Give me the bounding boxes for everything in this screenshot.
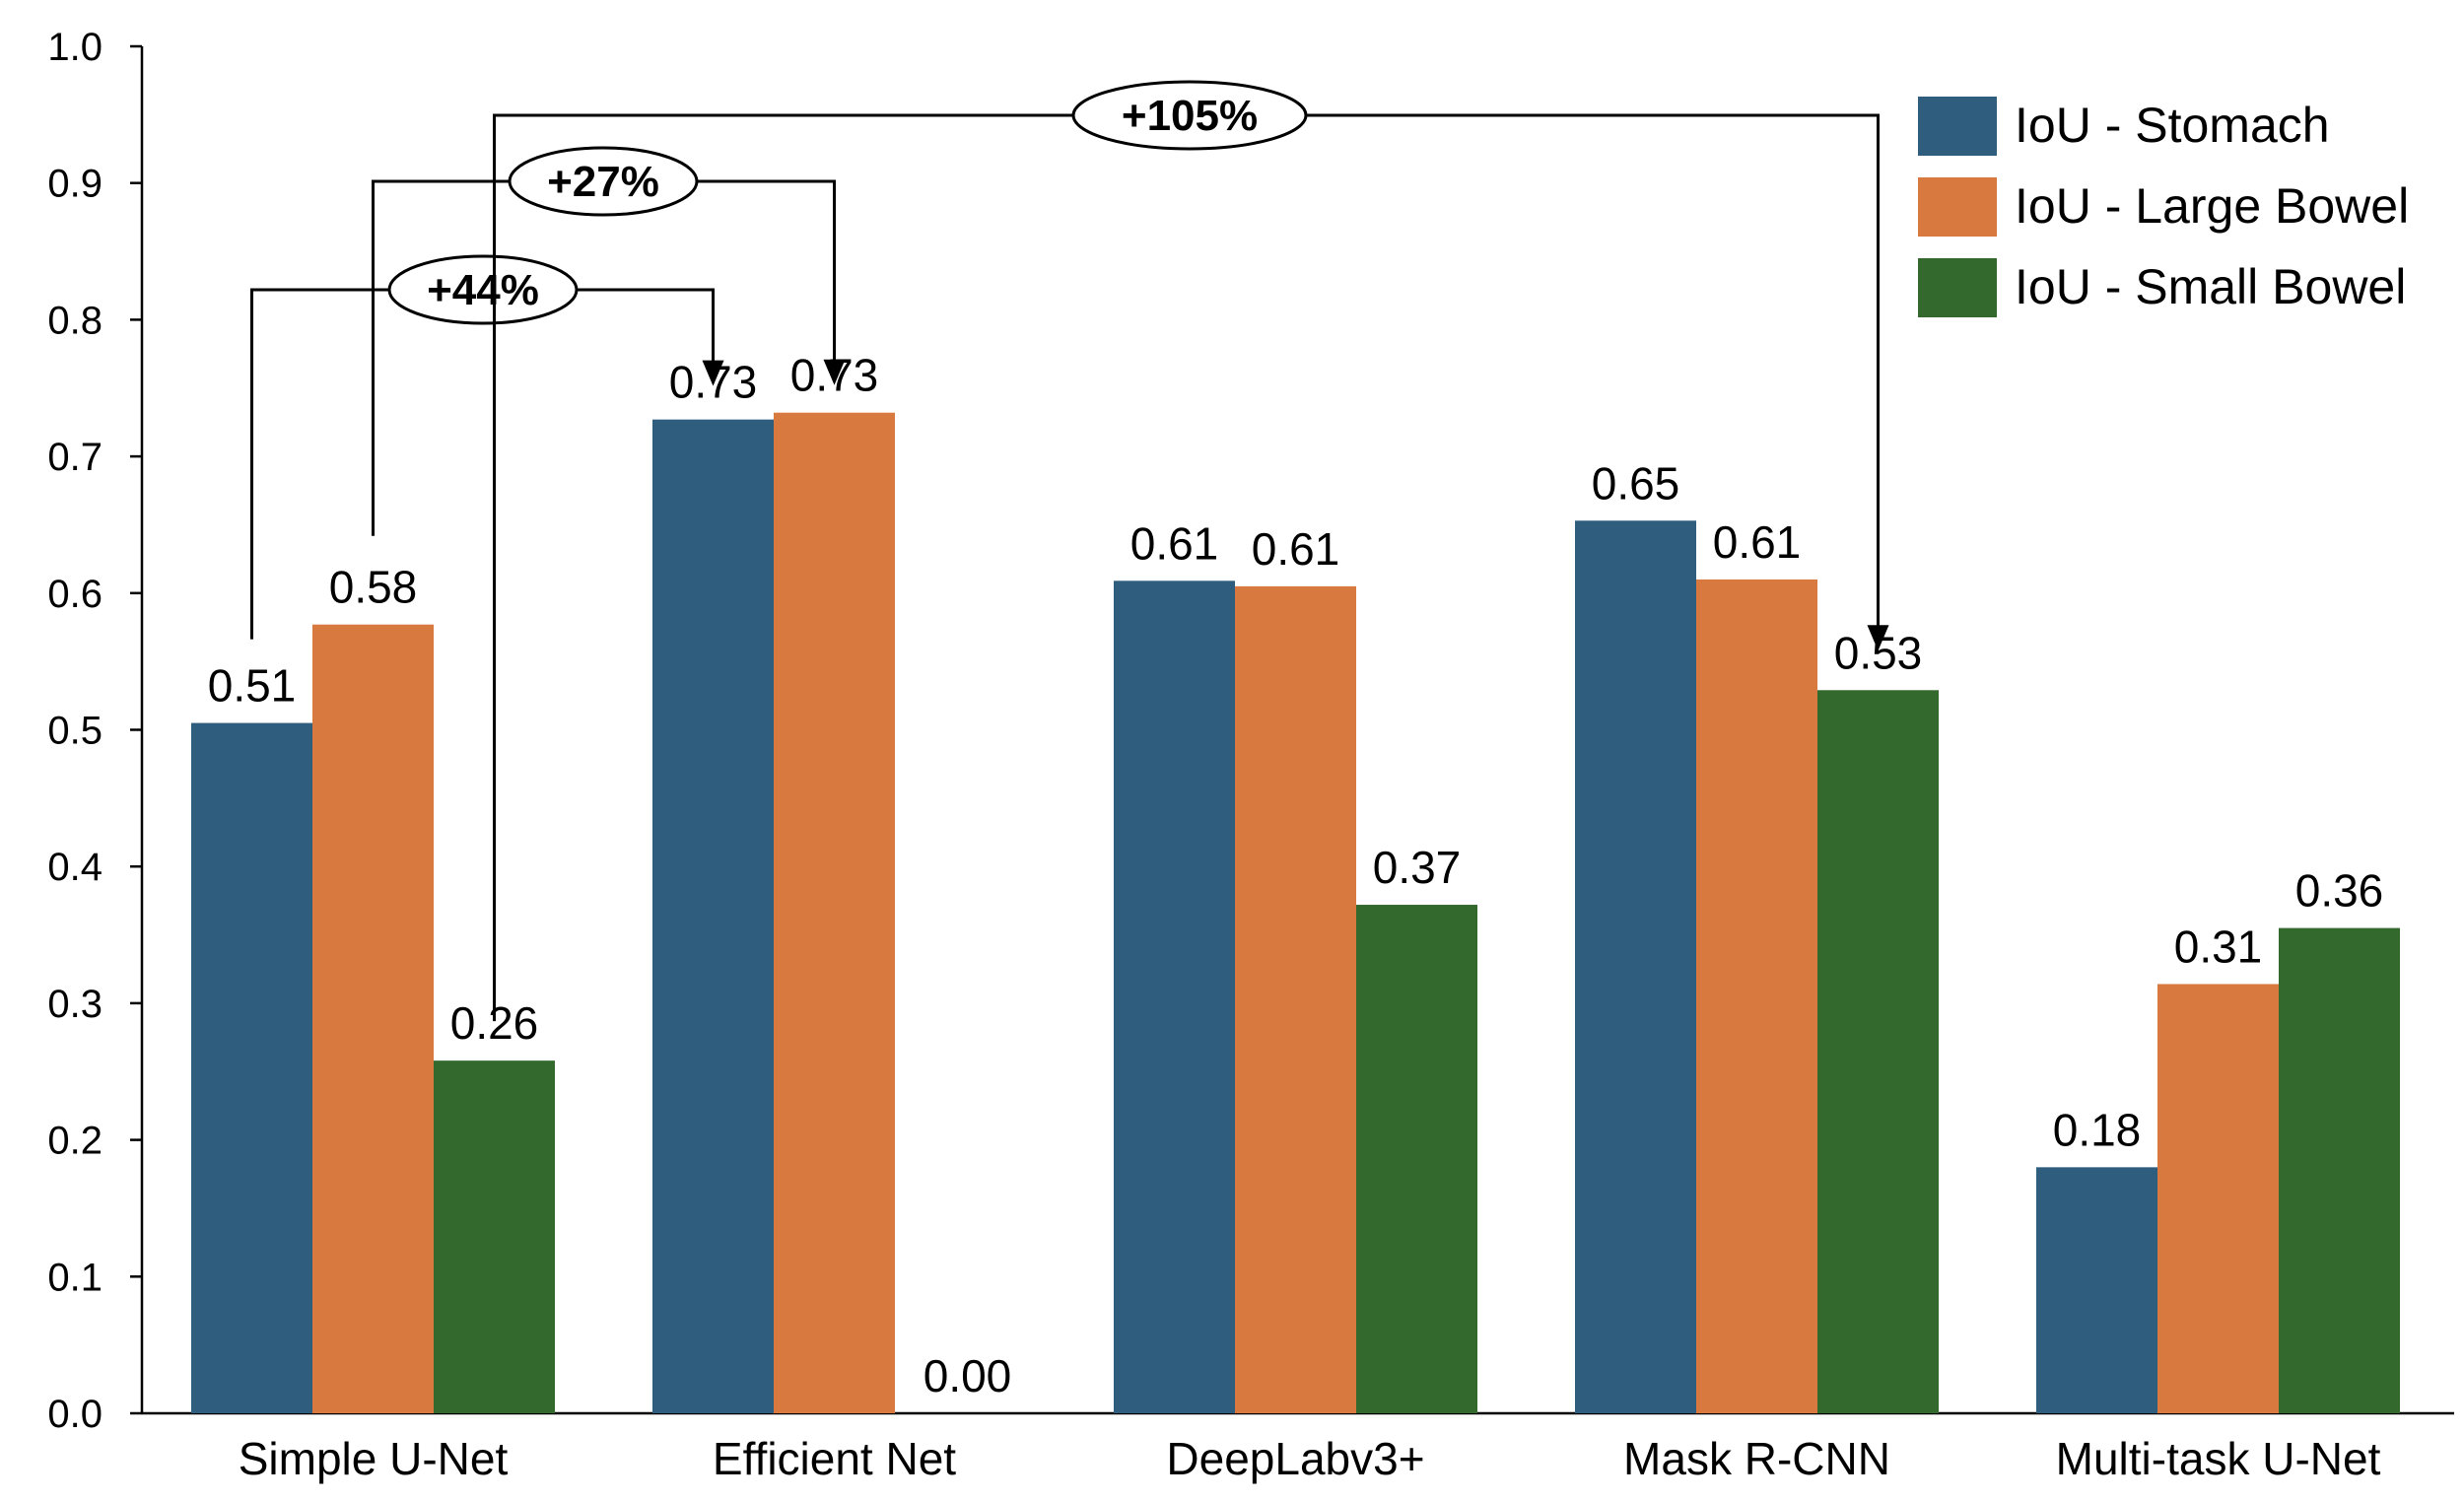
improvement-annotations: +44% +27% +105% [250,80,1889,1022]
annotation-bubble [1071,80,1308,151]
legend-swatch [1918,258,1997,317]
y-tick-label: 1.0 [47,26,103,69]
y-tick-label: 0.5 [47,710,103,753]
legend-swatch [1918,97,1997,156]
bar [312,624,434,1413]
y-tick-label: 0.6 [47,573,103,616]
data-label: 0.18 [2053,1104,2142,1155]
legend-label: IoU - Large Bowel [2015,178,2409,234]
legend: IoU - Stomach IoU - Large Bowel IoU - Smal… [1918,97,2409,317]
y-tick-label: 0.3 [47,983,103,1026]
data-label: 0.37 [1373,842,1462,893]
bar [1696,579,1817,1413]
data-label: 0.61 [1130,517,1219,569]
data-label: 0.61 [1252,523,1340,575]
arrowhead-icon [1867,625,1889,651]
x-tick-label: DeepLabv3+ [1166,1433,1424,1484]
data-label: 0.61 [1713,516,1802,568]
bar [191,722,312,1413]
bar [652,419,774,1413]
x-tick-label: Mask R-CNN [1623,1433,1890,1484]
y-tick-label: 0.9 [47,163,103,206]
bars [191,412,2400,1413]
bar [1575,520,1696,1413]
axes: 0.0 0.1 0.2 0.3 0.4 0.5 0.6 0.7 0.8 0.9 1.0 Simple … [47,26,2454,1484]
x-tick-label: Simple U-Net [239,1433,509,1484]
bar [1114,580,1235,1413]
bar [434,1060,555,1413]
arrowhead-icon [823,359,846,385]
bar [1356,905,1477,1413]
data-label: 0.58 [329,562,418,613]
annotation-bubble [387,254,579,325]
x-tick-label: Efficient Net [713,1433,956,1484]
x-tick-label: Multi-task U-Net [2056,1433,2381,1484]
y-tick-label: 0.2 [47,1120,103,1163]
legend-swatch [1918,177,1997,237]
legend-label: IoU - Stomach [2015,98,2330,153]
bar [2279,927,2400,1413]
annotation-label: +27% [547,158,659,206]
data-label: 0.31 [2174,921,2263,972]
y-tick-label: 0.7 [47,436,103,479]
annotation-bubble [508,146,699,217]
y-tick-label: 0.1 [47,1256,103,1299]
data-label: 0.36 [2295,865,2384,917]
bar [1817,690,1939,1413]
legend-label: IoU - Small Bowel [2015,259,2406,314]
bar [1235,585,1356,1413]
y-tick-label: 0.4 [47,846,103,889]
bar [774,412,895,1413]
arrowhead-icon [702,360,724,386]
annotation-label: +44% [427,266,539,314]
annotation-label: +105% [1122,92,1258,140]
data-labels: 0.510.730.610.650.180.580.730.610.610.31… [208,350,2384,1401]
bar [2036,1167,2157,1413]
y-tick-label: 0.8 [47,299,103,342]
bar [2157,984,2279,1413]
data-label: 0.51 [208,660,297,712]
data-label: 0.00 [924,1350,1012,1401]
data-label: 0.65 [1592,457,1680,509]
y-tick-label: 0.0 [47,1393,103,1436]
annotation-connector [250,288,715,640]
